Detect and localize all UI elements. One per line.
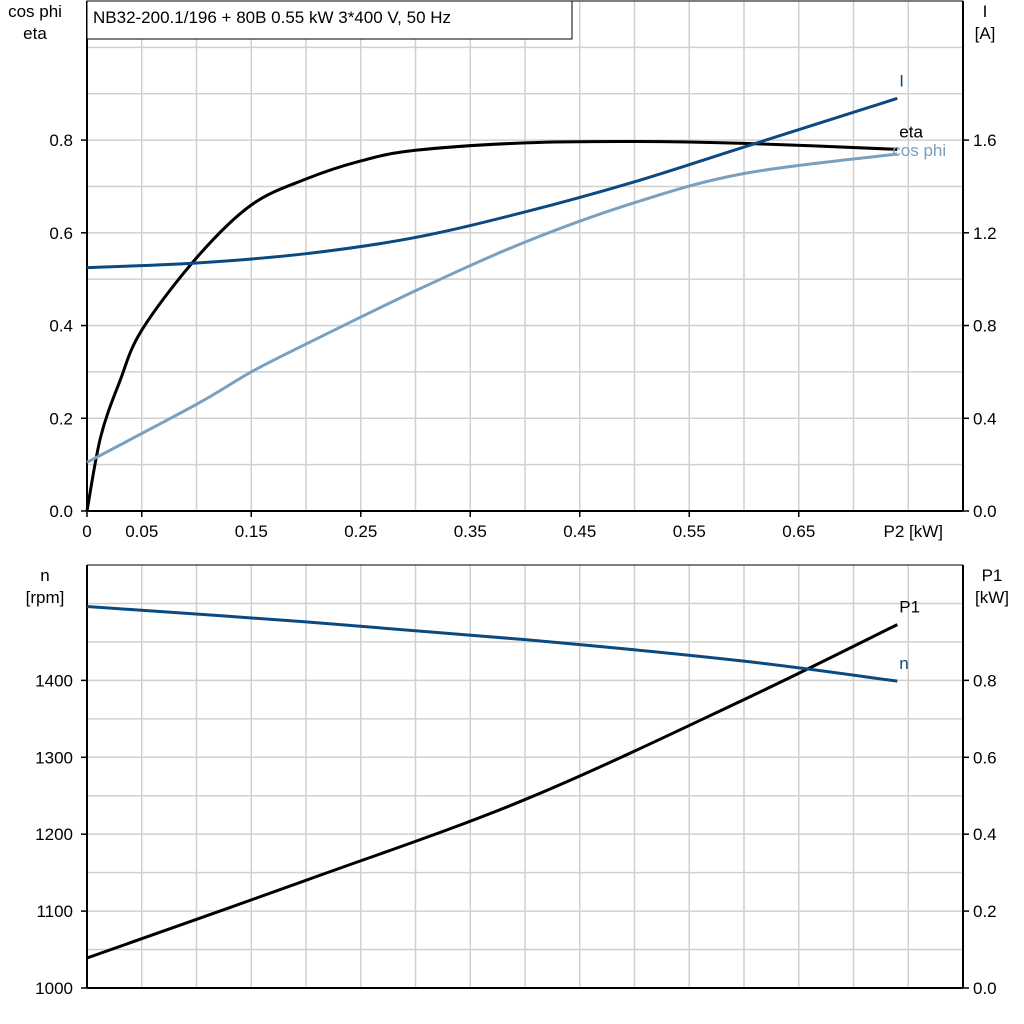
x-tick-label: 0.05 (125, 522, 158, 541)
x-tick-label: 0.35 (454, 522, 487, 541)
series-label-eta: eta (899, 122, 923, 141)
x-tick-label: 0.15 (235, 522, 268, 541)
x-tick-label: 0.55 (673, 522, 706, 541)
y-left-tick-label: 1300 (35, 748, 73, 767)
y-left-tick-label: 0.2 (49, 409, 73, 428)
y-right-tick-label: 0.6 (973, 748, 997, 767)
x-tick-label: 0.45 (563, 522, 596, 541)
series-line-eta (85, 139, 898, 512)
y-left-tick-label: 1400 (35, 671, 73, 690)
series-line-n (86, 605, 898, 683)
x-axis-label: P2 [kW] (883, 522, 943, 541)
series-line-cos-phi (86, 152, 898, 464)
y-left-tick-label: 0.6 (49, 224, 73, 243)
y-right-label: [kW] (975, 588, 1009, 607)
y-right-tick-label: 0.4 (973, 409, 997, 428)
series-line-I (86, 96, 898, 270)
y-left-tick-label: 1000 (35, 979, 73, 998)
y-right-label: [A] (975, 24, 996, 43)
y-right-tick-label: 0.0 (973, 979, 997, 998)
y-left-label: n (40, 566, 49, 585)
y-left-tick-label: 1200 (35, 825, 73, 844)
y-left-label: eta (23, 24, 47, 43)
y-right-tick-label: 1.6 (973, 131, 997, 150)
y-right-tick-label: 0.8 (973, 671, 997, 690)
title-box: NB32-200.1/196 + 80B 0.55 kW 3*400 V, 50… (86, 0, 573, 40)
y-left-tick-label: 0.8 (49, 131, 73, 150)
series-label-n: n (899, 654, 908, 673)
series-label-cos-phi: cos phi (892, 141, 946, 160)
y-left-tick-label: 1100 (36, 902, 73, 921)
x-tick-label: 0.65 (782, 522, 815, 541)
y-right-label: I (983, 2, 988, 21)
y-right-tick-label: 0.2 (973, 902, 997, 921)
y-right-tick-label: 0.8 (973, 317, 997, 336)
series-label-P1: P1 (899, 598, 920, 617)
series-label-I: I (899, 71, 904, 90)
y-right-tick-label: 0.0 (973, 502, 997, 521)
x-tick-label: 0 (82, 522, 91, 541)
y-left-label: cos phi (8, 2, 62, 21)
y-right-label: P1 (982, 566, 1003, 585)
y-left-tick-label: 0.4 (49, 317, 73, 336)
x-tick-label: 0.25 (344, 522, 377, 541)
y-right-tick-label: 0.4 (973, 825, 997, 844)
y-left-tick-label: 0.0 (49, 502, 73, 521)
y-left-label: [rpm] (26, 588, 65, 607)
series-line-P1 (86, 623, 898, 960)
y-right-tick-label: 1.2 (973, 224, 997, 243)
chart-title: NB32-200.1/196 + 80B 0.55 kW 3*400 V, 50… (93, 8, 451, 27)
